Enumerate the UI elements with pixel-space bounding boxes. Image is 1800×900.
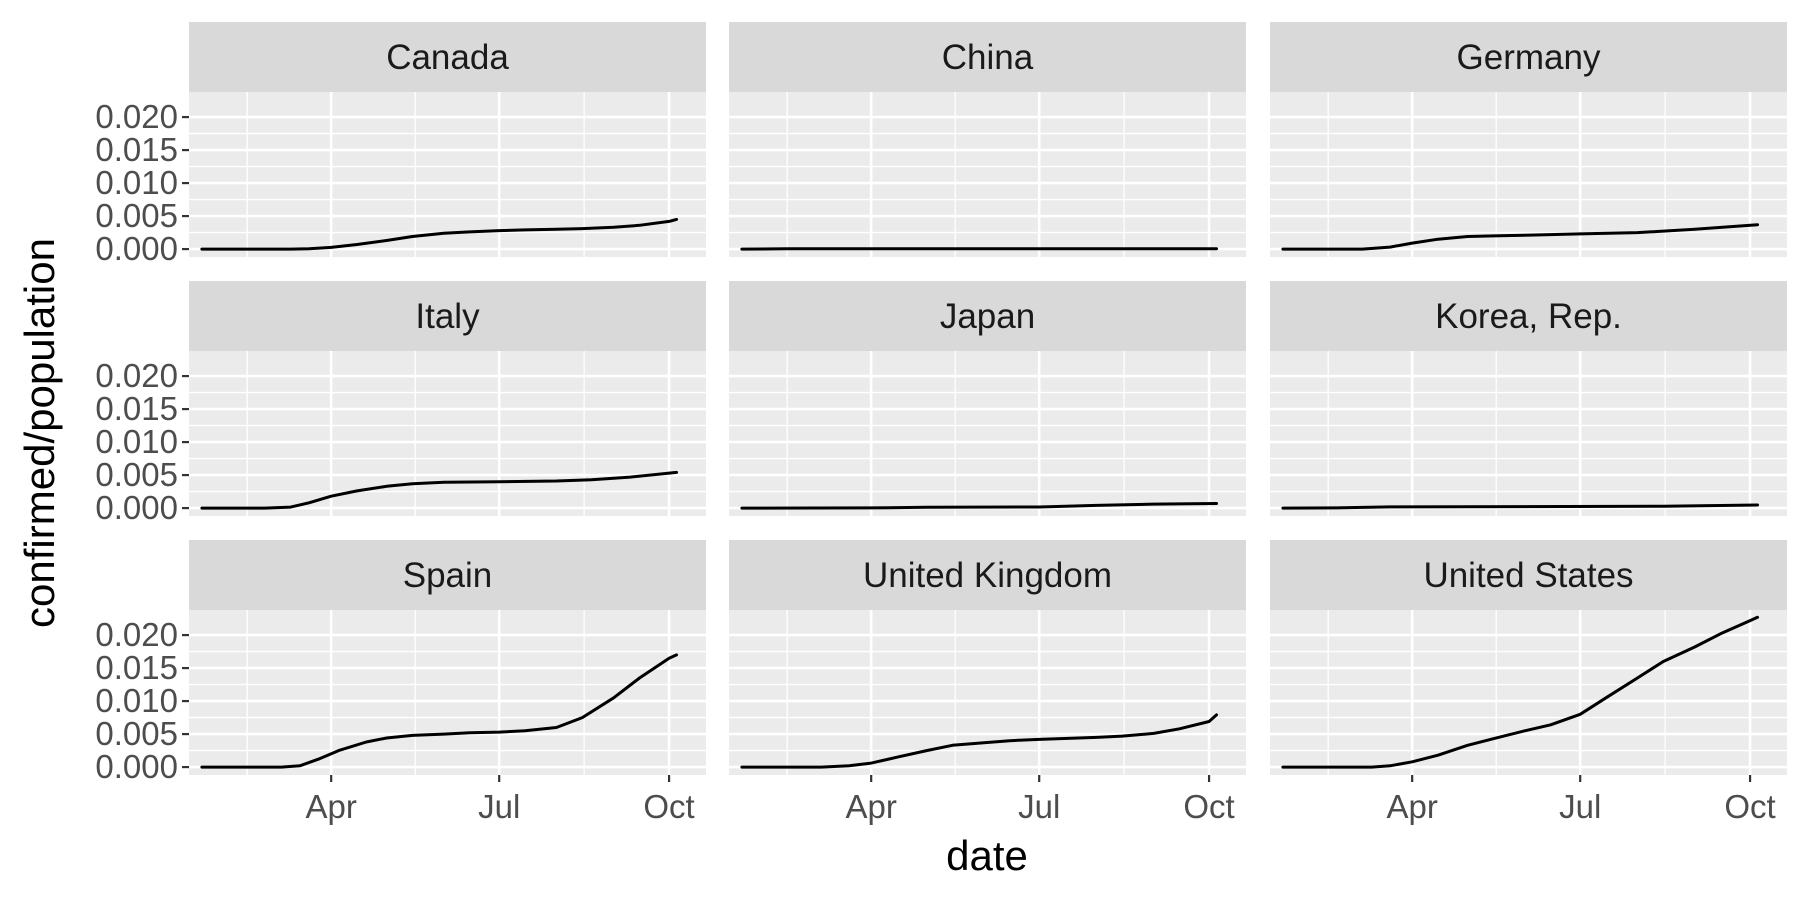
facet-strip-label: Germany — [1457, 38, 1601, 77]
panel-background — [729, 92, 1246, 257]
facet-strip-label: Korea, Rep. — [1435, 297, 1622, 336]
x-tick-label: Oct — [643, 788, 694, 825]
x-tick-label: Apr — [305, 788, 356, 825]
facet-strip — [729, 540, 1246, 610]
series-line — [1281, 223, 1759, 251]
facet-strip — [729, 281, 1246, 351]
facet-panel: Korea, Rep. — [1270, 281, 1787, 516]
panel-background — [1270, 351, 1787, 516]
facet-strip-label: Spain — [403, 556, 493, 595]
y-tick-label: 0.010 — [95, 423, 178, 460]
facet-strip — [189, 540, 706, 610]
y-tick-label: 0.005 — [95, 456, 178, 493]
y-tick-label: 0.010 — [95, 164, 178, 201]
y-tick-label: 0.000 — [95, 489, 178, 526]
facet-strip-label: United Kingdom — [863, 556, 1112, 595]
series-line — [200, 653, 678, 769]
facet-panel: China — [729, 22, 1246, 257]
y-tick-label: 0.015 — [95, 390, 178, 427]
panel-background — [729, 610, 1246, 775]
facet-strip — [1270, 22, 1787, 92]
facet-strip-label: China — [942, 38, 1034, 77]
series-line — [1281, 503, 1759, 510]
facet-panel: Japan — [729, 281, 1246, 516]
facet-strip-label: Canada — [386, 38, 509, 77]
panel-background — [1270, 610, 1787, 775]
facet-panel: United Kingdom Apr Jul Oct — [729, 540, 1246, 825]
series-line — [740, 502, 1218, 510]
y-tick-label: 0.005 — [95, 197, 178, 234]
facet-strip — [189, 281, 706, 351]
panel-background — [189, 92, 706, 257]
facet-strip — [189, 22, 706, 92]
x-tick-label: Oct — [1724, 788, 1775, 825]
y-tick-label: 0.010 — [95, 682, 178, 719]
y-tick-label: 0.020 — [95, 616, 178, 653]
panel-background — [729, 351, 1246, 516]
series-line — [740, 713, 1218, 769]
y-tick-label: 0.020 — [95, 98, 178, 135]
facet-strip-label: Japan — [940, 297, 1035, 336]
y-tick-label: 0.020 — [95, 357, 178, 394]
facet-strip-label: Italy — [415, 297, 480, 336]
facet-strip — [1270, 540, 1787, 610]
x-axis-title: date — [946, 832, 1028, 879]
facet-strip-label: United States — [1423, 556, 1633, 595]
x-tick-label: Jul — [1018, 788, 1060, 825]
facet-strip — [1270, 281, 1787, 351]
x-tick-label: Jul — [478, 788, 520, 825]
panel-background — [189, 351, 706, 516]
series-line — [200, 217, 678, 251]
series-line — [200, 470, 678, 510]
y-tick-label: 0.000 — [95, 230, 178, 267]
x-tick-label: Jul — [1559, 788, 1601, 825]
y-tick-label: 0.005 — [95, 715, 178, 752]
y-tick-label: 0.015 — [95, 131, 178, 168]
y-tick-label: 0.000 — [95, 748, 178, 785]
y-tick-label: 0.015 — [95, 649, 178, 686]
x-tick-label: Apr — [845, 788, 896, 825]
facet-strip — [729, 22, 1246, 92]
facet-panel: Germany — [1270, 22, 1787, 257]
x-tick-label: Oct — [1183, 788, 1234, 825]
x-tick-label: Apr — [1386, 788, 1437, 825]
facet-panel: United States Apr Jul Oct — [1270, 540, 1787, 825]
series-line — [1281, 615, 1759, 769]
y-axis-title: confirmed/population — [16, 238, 63, 628]
